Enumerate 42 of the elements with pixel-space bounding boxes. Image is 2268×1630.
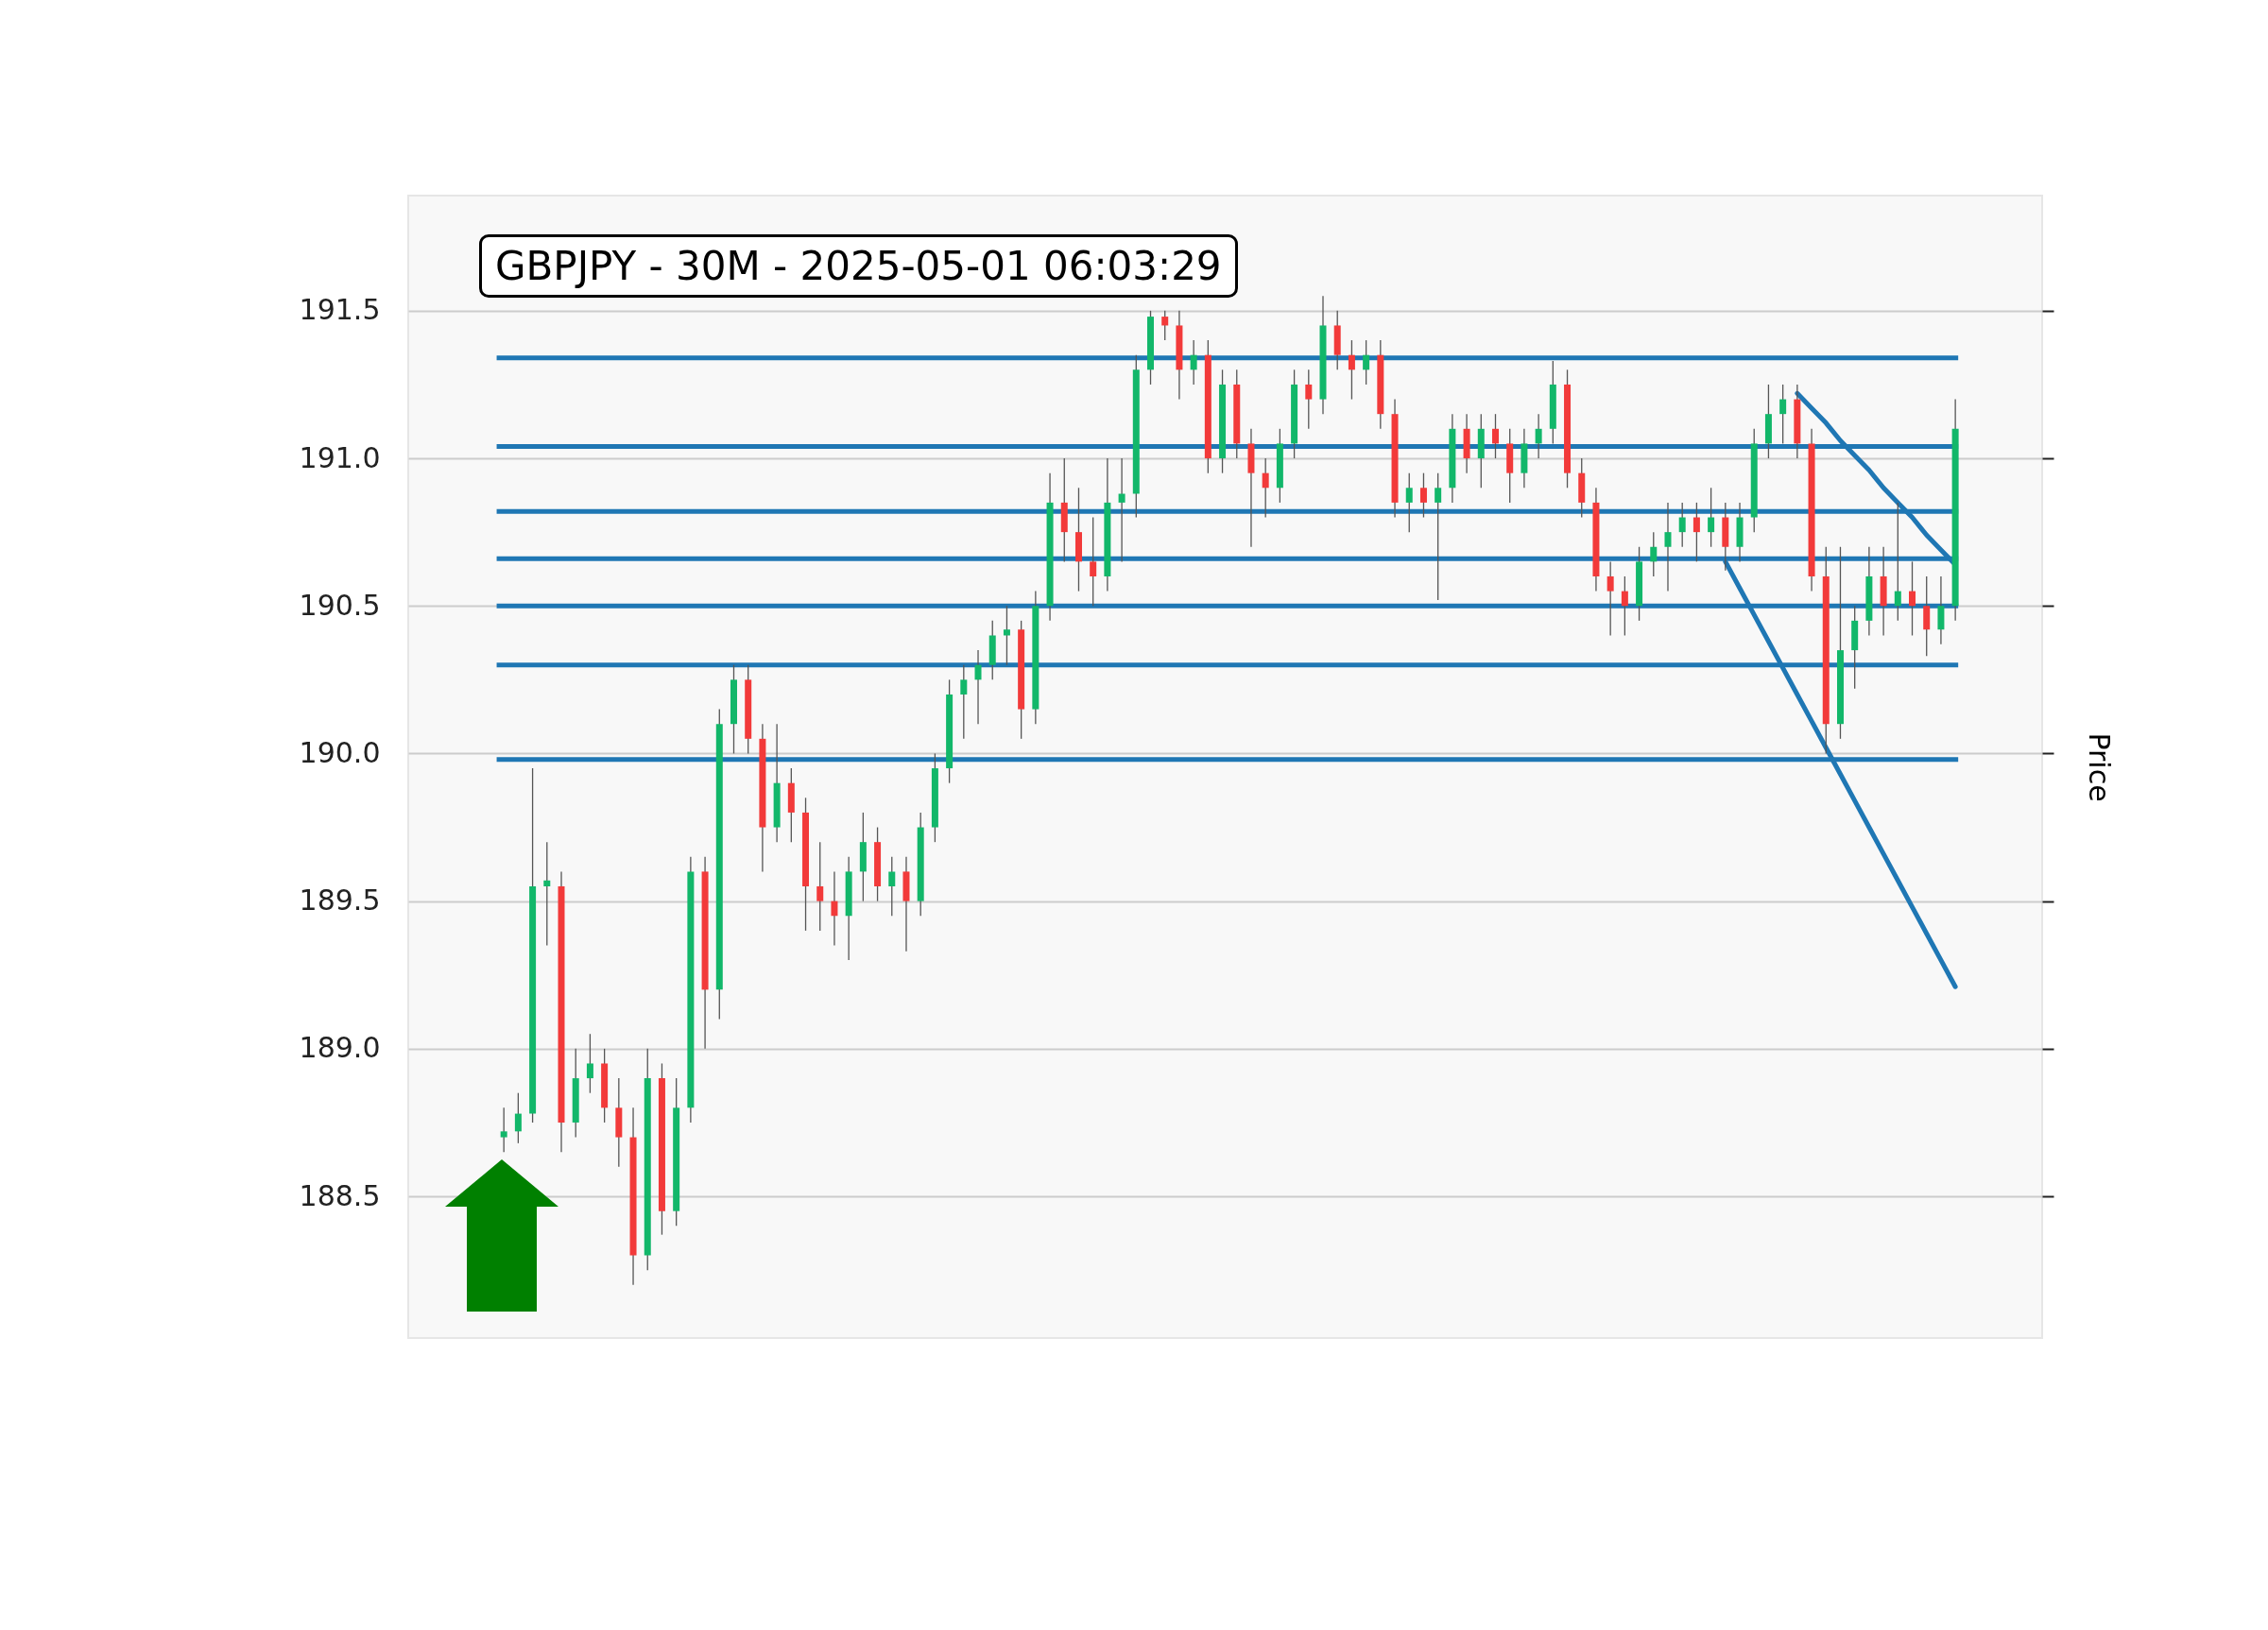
candlestick xyxy=(500,1107,507,1153)
candlestick xyxy=(831,870,838,947)
candlestick xyxy=(1535,413,1542,459)
candlestick xyxy=(1664,502,1672,592)
candlestick xyxy=(974,649,982,725)
candlestick xyxy=(888,856,896,917)
y-tick-label: 190.5 xyxy=(299,588,381,622)
candlestick xyxy=(1419,472,1427,519)
candlestick xyxy=(1363,339,1370,386)
y-tick-label: 191.5 xyxy=(299,293,381,327)
y-tick-label: 189.0 xyxy=(299,1031,381,1065)
candlestick xyxy=(1606,560,1614,637)
candlestick xyxy=(1678,502,1686,548)
candlestick xyxy=(960,664,968,740)
candlestick xyxy=(1090,516,1097,607)
candlestick xyxy=(816,841,824,932)
candlestick xyxy=(1621,575,1628,637)
candlestick xyxy=(514,1092,522,1144)
candlestick xyxy=(1708,487,1715,548)
y-axis-title: Price xyxy=(2082,732,2116,802)
candlestick xyxy=(586,1033,593,1094)
candlestick xyxy=(1779,384,1787,445)
candlestick xyxy=(1435,472,1442,601)
candlestick xyxy=(1894,502,1901,622)
candlestick xyxy=(1650,531,1658,577)
y-tick-label: 190.0 xyxy=(299,735,381,769)
candlestick xyxy=(1262,457,1269,519)
candlestick xyxy=(1405,472,1413,533)
candlestick xyxy=(1909,560,1916,637)
candlestick xyxy=(1348,339,1355,401)
candlestick xyxy=(1491,413,1499,459)
candlestick xyxy=(1161,310,1169,341)
y-tick-label: 191.0 xyxy=(299,440,381,474)
y-tick-label: 189.5 xyxy=(299,884,381,918)
candlestick xyxy=(1003,605,1010,666)
candlestick xyxy=(1692,502,1700,563)
candlestick xyxy=(543,841,551,947)
candlestick xyxy=(1305,369,1313,430)
text: GBPJPY - 30M - 2025-05-01 06:03:29 xyxy=(479,234,1238,298)
y-tick-label: 188.5 xyxy=(299,1178,381,1212)
candlestick xyxy=(1190,339,1197,386)
candlestick xyxy=(1118,457,1125,563)
